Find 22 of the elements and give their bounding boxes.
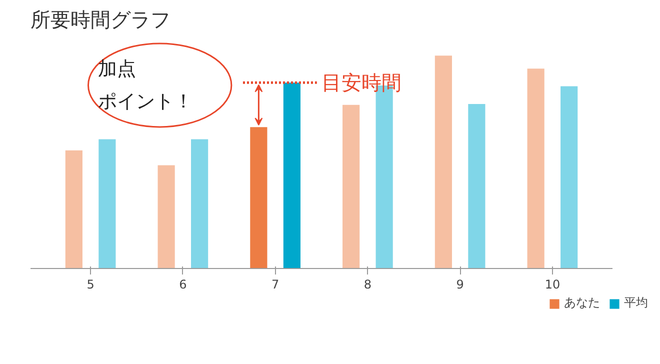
bar (283, 82, 300, 268)
x-tick-label: 10 (544, 278, 560, 292)
bar (65, 150, 82, 268)
legend-label: あなた (564, 294, 600, 312)
x-tick-label: 5 (86, 278, 94, 292)
x-tick-label: 7 (271, 278, 280, 292)
x-tick-label: 9 (456, 278, 464, 292)
bar (342, 104, 360, 268)
ref-line-label: 目安時間 (322, 70, 402, 95)
bar (434, 56, 452, 268)
bar (560, 86, 578, 268)
bar (468, 104, 486, 268)
x-tick-label: 6 (179, 278, 187, 292)
bar (158, 165, 175, 268)
bar (250, 127, 268, 268)
chart-title: 所要時間グラフ (30, 8, 170, 32)
bar (527, 68, 544, 268)
annotation: 加点ポイント！ (98, 58, 193, 112)
bar (191, 139, 208, 268)
x-tick-label: 8 (364, 278, 372, 292)
legend-label: 平均 (624, 294, 648, 312)
bar (98, 139, 116, 268)
